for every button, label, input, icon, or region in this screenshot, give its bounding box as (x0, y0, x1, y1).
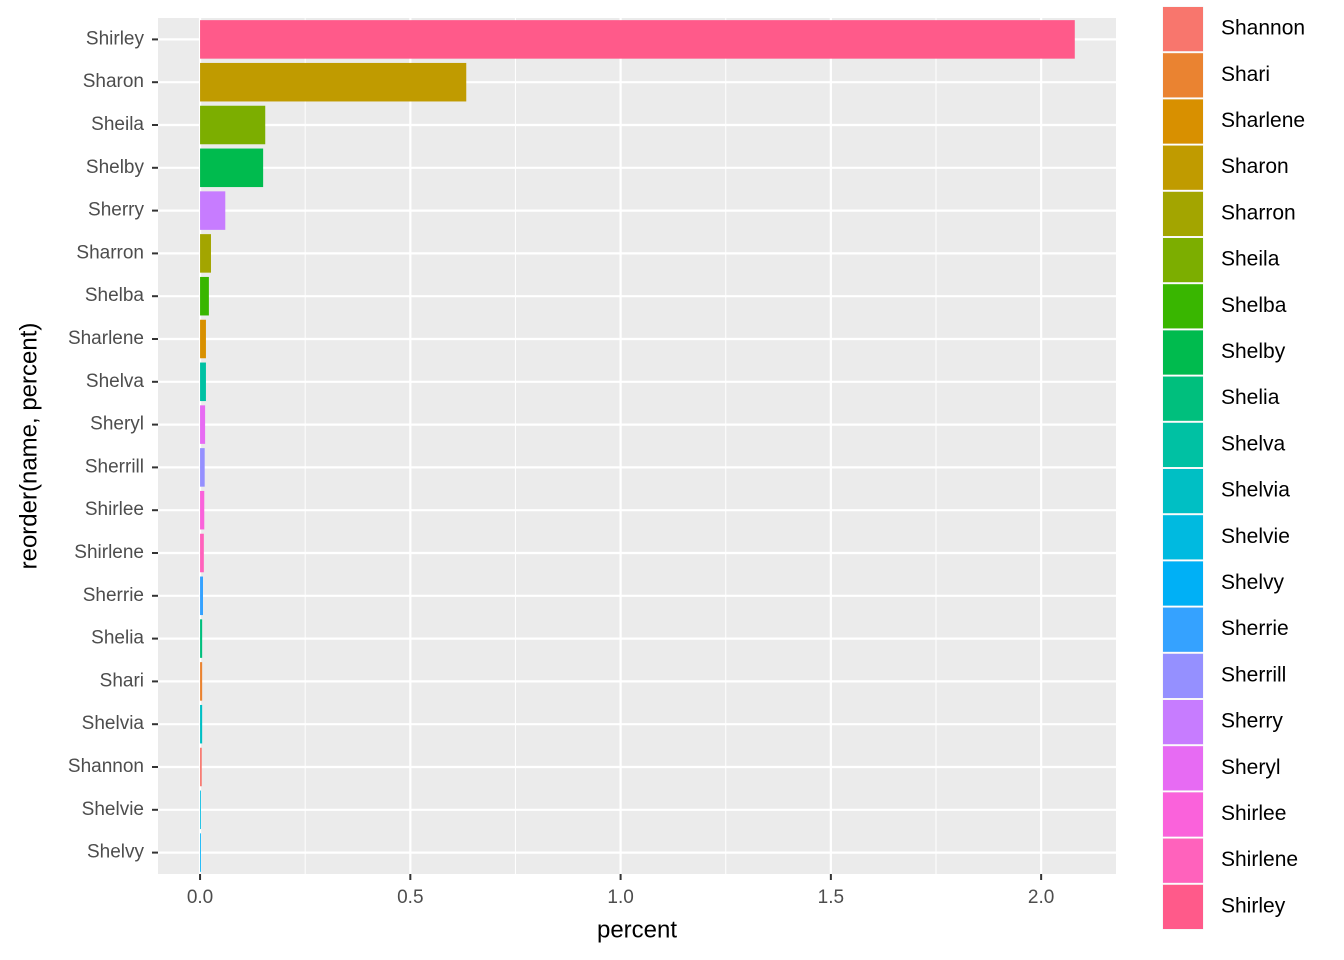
legend-swatch (1163, 607, 1203, 652)
legend-swatch (1163, 792, 1203, 837)
bar (200, 105, 266, 145)
legend-label: Sharlene (1221, 109, 1305, 132)
legend-label: Shelba (1221, 294, 1287, 317)
y-tick-label: Shelia (91, 628, 144, 649)
bar (200, 234, 211, 273)
legend-label: Shelvia (1221, 479, 1290, 502)
legend-label: Shelvy (1221, 571, 1285, 594)
legend-swatch (1163, 422, 1203, 467)
legend-label: Sharron (1221, 201, 1296, 224)
x-tick-label: 0.5 (397, 887, 423, 908)
legend-swatch (1163, 653, 1203, 698)
bar (200, 362, 206, 402)
legend-label: Shirlene (1221, 848, 1298, 871)
legend-swatch (1163, 884, 1203, 929)
bar (200, 576, 203, 616)
y-tick-label: Sherrie (83, 585, 144, 606)
y-tick-label: Shirlene (74, 542, 144, 563)
legend-label: Shelby (1221, 340, 1286, 363)
panel (158, 18, 1116, 874)
legend-label: Shelia (1221, 386, 1280, 409)
legend-swatch (1163, 145, 1203, 190)
legend-swatch (1163, 561, 1203, 606)
x-tick-label: 1.5 (818, 887, 844, 908)
legend-swatch (1163, 7, 1203, 52)
bar (200, 20, 1075, 59)
legend-swatch (1163, 53, 1203, 98)
bar (200, 619, 203, 658)
bar (200, 148, 264, 188)
bar (200, 662, 203, 701)
legend-swatch (1163, 191, 1203, 236)
legend-swatch (1163, 238, 1203, 283)
legend-swatch (1163, 515, 1203, 560)
y-tick-label: Shelby (86, 157, 145, 178)
bar (200, 191, 226, 230)
bar (200, 747, 202, 787)
legend-swatch (1163, 99, 1203, 144)
x-axis-title: percent (597, 916, 677, 943)
x-tick-label: 2.0 (1028, 887, 1054, 908)
y-axis-title: reorder(name, percent) (15, 323, 42, 570)
y-tick-label: Sheila (91, 114, 144, 135)
bar (200, 62, 467, 102)
legend-label: Shari (1221, 63, 1270, 86)
y-tick-label: Shirlee (85, 499, 144, 520)
y-tick-label: Shirley (86, 28, 145, 49)
legend-label: Shirlee (1221, 802, 1286, 825)
y-tick-label: Shelva (86, 371, 145, 392)
y-tick-label: Sharon (83, 71, 144, 92)
legend-swatch (1163, 746, 1203, 791)
y-tick-label: Shelvia (82, 713, 145, 734)
legend-label: Sherrill (1221, 663, 1286, 686)
legend-label: Sheila (1221, 248, 1280, 271)
y-tick-label: Shelvy (87, 842, 145, 863)
bar (200, 704, 203, 744)
legend-label: Shannon (1221, 17, 1305, 40)
y-tick-label: Shelba (85, 285, 145, 306)
legend-label: Shirley (1221, 894, 1286, 917)
y-tick-label: Sherrill (85, 456, 144, 477)
y-tick-label: Sherry (88, 200, 144, 221)
legend-swatch (1163, 330, 1203, 375)
y-tick-label: Shannon (68, 756, 144, 777)
bar (200, 319, 206, 359)
y-tick-label: Sharron (76, 242, 144, 263)
legend-label: Shelva (1221, 432, 1286, 455)
bar (200, 405, 206, 444)
legend-label: Shelvie (1221, 525, 1290, 548)
legend-label: Sherrie (1221, 617, 1289, 640)
y-tick-label: Sheryl (90, 414, 144, 435)
legend-swatch (1163, 376, 1203, 421)
legend-swatch (1163, 838, 1203, 883)
x-tick-label: 1.0 (607, 887, 633, 908)
legend-swatch (1163, 284, 1203, 329)
y-tick-label: Sharlene (68, 328, 144, 349)
x-tick-label: 0.0 (187, 887, 213, 908)
bar (200, 533, 204, 573)
bar (200, 448, 205, 487)
bar (200, 276, 209, 316)
y-tick-label: Shelvie (82, 799, 144, 820)
legend-swatch (1163, 469, 1203, 514)
legend-label: Sharon (1221, 155, 1289, 178)
bar (200, 833, 201, 872)
legend-label: Sherry (1221, 710, 1283, 733)
legend-label: Sheryl (1221, 756, 1281, 779)
y-tick-label: Shari (100, 670, 144, 691)
legend-swatch (1163, 700, 1203, 745)
bar (200, 490, 205, 530)
bar (200, 790, 201, 830)
